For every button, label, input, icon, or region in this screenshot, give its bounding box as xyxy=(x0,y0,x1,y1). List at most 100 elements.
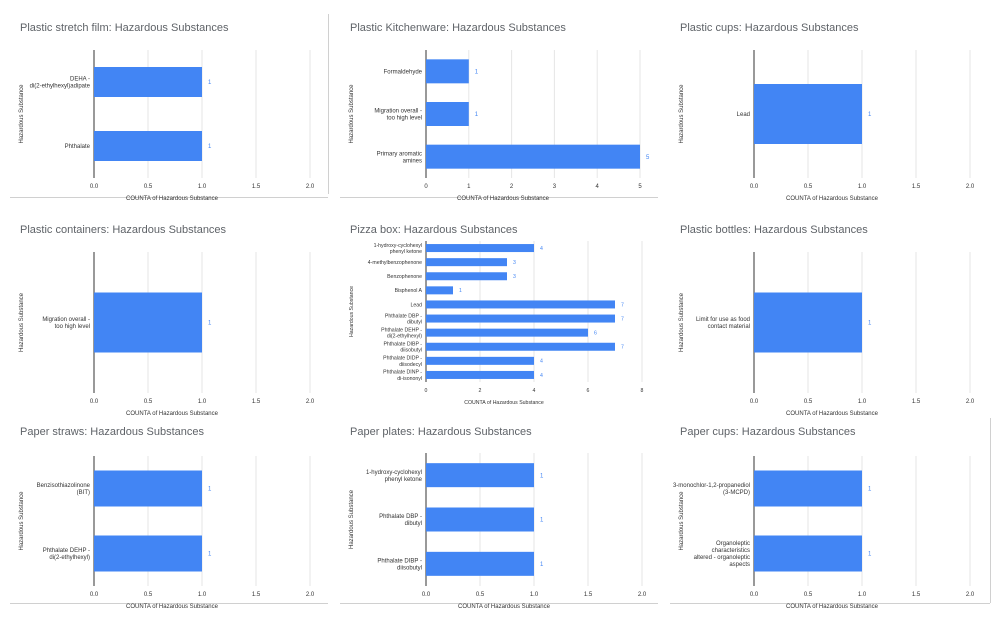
x-tick-label: 2 xyxy=(510,184,514,190)
chart-title: Plastic bottles: Hazardous Substances xyxy=(680,224,868,236)
x-tick-label: 2.0 xyxy=(306,184,315,190)
category-label: Phthalate DIDP -diisodecyl xyxy=(383,356,422,368)
x-tick-label: 1.0 xyxy=(858,399,867,405)
x-tick-label: 0.0 xyxy=(90,399,99,405)
bar-chart: 0.0 0.5 1.0 1.5 2.0 1 1-hydroxy-cyclohexyl phen… xyxy=(349,453,647,610)
data-label: 1 xyxy=(868,321,872,327)
category-label: Phthalate DINP -di-isononyl xyxy=(383,370,422,382)
category-label: Bisphenol A xyxy=(395,288,423,294)
bar xyxy=(426,59,469,84)
x-tick-label: 0.0 xyxy=(750,399,759,405)
x-tick-label: 0 xyxy=(425,388,428,394)
data-label: 1 xyxy=(208,80,212,86)
x-tick-label: 1.5 xyxy=(584,592,593,598)
y-axis-title: Hazardous Substance xyxy=(349,286,355,337)
category-label: 1-hydroxy-cyclohexyl phenyl ketone xyxy=(366,470,423,483)
bar xyxy=(426,314,615,323)
data-label: 4 xyxy=(540,373,543,379)
panel-divider xyxy=(670,603,990,604)
x-tick-label: 8 xyxy=(641,388,644,394)
data-label: 1 xyxy=(208,487,212,493)
data-label: 1 xyxy=(868,552,872,558)
data-label: 1 xyxy=(459,288,462,294)
x-tick-label: 1.0 xyxy=(858,592,867,598)
category-label: Phthalate DEHP -di(2-ethylhexyl) xyxy=(381,327,422,339)
bar-chart: 0.0 0.5 1.0 1.5 2.0 1 DEHA -di(2-ethylhexyl)ad… xyxy=(19,50,315,202)
x-tick-label: 2.0 xyxy=(966,184,975,190)
chart-title: Paper cups: Hazardous Substances xyxy=(680,426,856,438)
x-tick-label: 1.5 xyxy=(252,592,261,598)
category-label: 4-methylbenzophenone xyxy=(368,260,422,266)
category-label: Phthalate DEHP -di(2-ethylhexyl) xyxy=(43,548,90,561)
bar xyxy=(426,102,469,126)
bar xyxy=(426,507,534,532)
x-axis-title: COUNTA of Hazardous Substance xyxy=(126,604,219,610)
x-tick-label: 1.0 xyxy=(530,592,539,598)
data-label: 1 xyxy=(540,562,544,568)
data-label: 1 xyxy=(868,487,872,493)
data-label: 7 xyxy=(621,316,624,322)
data-label: 1 xyxy=(540,473,544,479)
chart-title: Plastic cups: Hazardous Substances xyxy=(680,22,859,34)
category-label: 3-monochlor-1,2-propanediol (3-MCPD) xyxy=(673,483,750,496)
category-label: Formaldehyde xyxy=(384,69,423,75)
y-axis-title: Hazardous Substance xyxy=(349,84,355,144)
x-axis-title: COUNTA of Hazardous Substance xyxy=(464,400,544,406)
x-tick-label: 0.5 xyxy=(804,399,813,405)
bar xyxy=(94,131,202,161)
bar xyxy=(754,292,862,353)
x-axis-title: COUNTA of Hazardous Substance xyxy=(786,604,879,610)
bar xyxy=(426,356,534,365)
category-label: Phthalate DIBP -diisobutyl xyxy=(377,558,422,571)
y-axis-title: Hazardous Substance xyxy=(19,491,25,551)
panel-divider xyxy=(10,197,328,198)
bar xyxy=(426,328,588,337)
x-tick-label: 1.0 xyxy=(198,399,207,405)
x-tick-label: 1.5 xyxy=(912,592,921,598)
chart-panel-paper-straws: Paper straws: Hazardous Substances 0.0 0.… xyxy=(10,418,328,610)
bar-chart: 0 1 2 3 4 5 1 Formaldehyde 1 Migration overall -t… xyxy=(349,50,650,202)
data-label: 3 xyxy=(513,274,516,280)
x-tick-label: 0.5 xyxy=(476,592,485,598)
x-tick-label: 2 xyxy=(479,388,482,394)
bar xyxy=(754,535,862,572)
chart-panel-plastic-stretch-film: Plastic stretch film: Hazardous Substanc… xyxy=(10,14,328,202)
panel-divider xyxy=(340,197,658,198)
bar-chart: 0 2 4 6 8 4 1-hydroxy-cyclohexyl phenyl ketone 3… xyxy=(349,241,644,406)
x-tick-label: 2.0 xyxy=(966,399,975,405)
category-label: 1-hydroxy-cyclohexyl phenyl ketone xyxy=(374,243,423,255)
x-tick-label: 1.5 xyxy=(252,184,261,190)
data-label: 5 xyxy=(646,155,650,161)
x-tick-label: 6 xyxy=(587,388,590,394)
bar-chart: 0.0 0.5 1.0 1.5 2.0 1 3-monochlor-1,2-propaned… xyxy=(673,456,975,610)
y-axis-title: Hazardous Substance xyxy=(349,489,355,549)
category-label: Lead xyxy=(410,302,422,308)
x-tick-label: 0.0 xyxy=(422,592,431,598)
x-axis-title: COUNTA of Hazardous Substance xyxy=(126,196,219,202)
x-tick-label: 0 xyxy=(424,184,428,190)
category-label: Phthalate DIBP -diisobutyl xyxy=(383,341,422,353)
x-tick-label: 1.5 xyxy=(912,399,921,405)
bar xyxy=(426,463,534,488)
data-label: 7 xyxy=(621,345,624,351)
x-tick-label: 0.5 xyxy=(804,592,813,598)
bar-chart: 0.0 0.5 1.0 1.5 2.0 1 Limit for use as food con… xyxy=(679,252,975,417)
bar xyxy=(426,286,453,295)
data-label: 4 xyxy=(540,246,543,252)
x-axis-title: COUNTA of Hazardous Substance xyxy=(126,411,219,417)
category-label: Phthalate xyxy=(65,144,91,150)
bar-chart: 0.0 0.5 1.0 1.5 2.0 1 Benzisothiazolinone (BIT)… xyxy=(19,456,315,610)
panel-divider xyxy=(328,14,329,194)
data-label: 1 xyxy=(208,552,212,558)
x-tick-label: 0.5 xyxy=(144,399,153,405)
x-tick-label: 0.0 xyxy=(750,184,759,190)
x-tick-label: 2.0 xyxy=(966,592,975,598)
data-label: 1 xyxy=(868,112,872,118)
chart-title: Paper plates: Hazardous Substances xyxy=(350,426,532,438)
x-tick-label: 1.0 xyxy=(198,592,207,598)
category-label: DEHA -di(2-ethylhexyl)adipate xyxy=(30,77,91,90)
x-tick-label: 0.0 xyxy=(90,592,99,598)
category-label: Lead xyxy=(737,112,750,118)
chart-panel-plastic-bottles: Plastic bottles: Hazardous Substances 0.… xyxy=(670,216,990,417)
category-label: Organoleptic characteristics altered - org… xyxy=(694,541,750,568)
